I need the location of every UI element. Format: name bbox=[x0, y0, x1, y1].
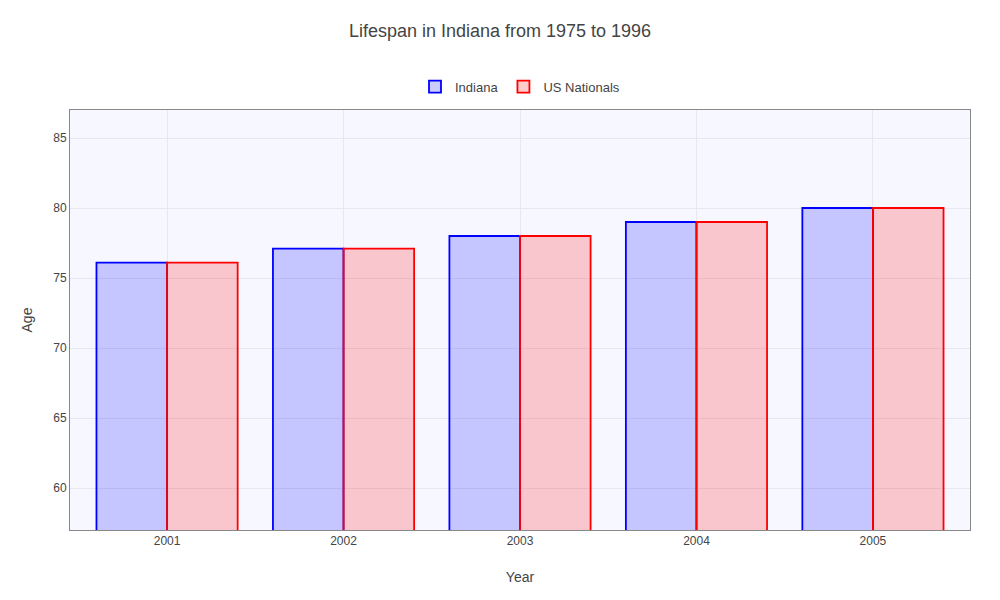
svg-text:2004: 2004 bbox=[683, 534, 710, 548]
svg-text:Indiana: Indiana bbox=[455, 80, 498, 95]
svg-text:2001: 2001 bbox=[154, 534, 181, 548]
svg-text:70: 70 bbox=[53, 341, 67, 355]
svg-text:2002: 2002 bbox=[330, 534, 357, 548]
svg-text:Year: Year bbox=[506, 569, 535, 585]
svg-text:Age: Age bbox=[19, 307, 35, 332]
svg-text:60: 60 bbox=[53, 481, 67, 495]
svg-text:Lifespan in Indiana from 1975: Lifespan in Indiana from 1975 to 1996 bbox=[349, 21, 651, 41]
svg-text:US Nationals: US Nationals bbox=[543, 80, 619, 95]
svg-text:75: 75 bbox=[53, 271, 67, 285]
svg-text:65: 65 bbox=[53, 411, 67, 425]
svg-text:80: 80 bbox=[53, 201, 67, 215]
svg-text:2003: 2003 bbox=[507, 534, 534, 548]
svg-text:85: 85 bbox=[53, 131, 67, 145]
svg-text:2005: 2005 bbox=[860, 534, 887, 548]
